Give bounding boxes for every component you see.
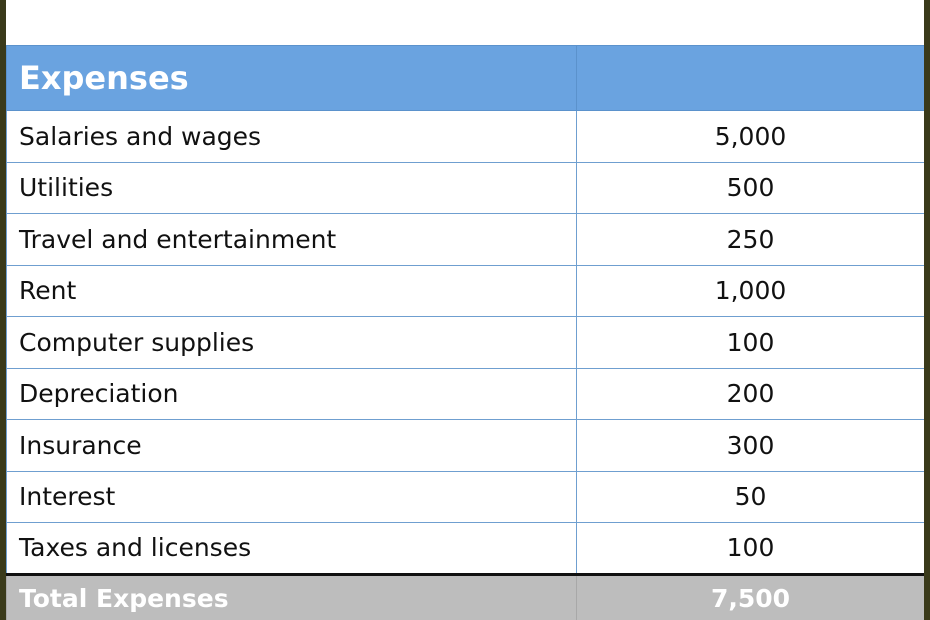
table-row: Depreciation 200 <box>6 367 924 420</box>
table-row: Taxes and licenses 100 <box>6 522 924 575</box>
header-row: Expenses <box>6 45 924 111</box>
table-row: Interest 50 <box>6 470 924 523</box>
table-row: Rent 1,000 <box>6 264 924 317</box>
expense-label-cell[interactable]: Salaries and wages <box>6 110 577 163</box>
expense-amount-cell[interactable]: 200 <box>576 367 924 420</box>
total-label-cell[interactable]: Total Expenses <box>6 572 577 620</box>
expense-label-cell[interactable]: Depreciation <box>6 367 577 420</box>
expense-label-cell[interactable]: Computer supplies <box>6 316 577 369</box>
expense-amount-cell[interactable]: 500 <box>576 161 924 214</box>
expense-amount-cell[interactable]: 300 <box>576 419 924 472</box>
table-row: Salaries and wages 5,000 <box>6 110 924 163</box>
header-value-cell[interactable] <box>576 45 924 111</box>
expense-amount-cell[interactable]: 100 <box>576 522 924 575</box>
table-row: Computer supplies 100 <box>6 316 924 369</box>
total-row: Total Expenses 7,500 <box>6 572 924 620</box>
expense-amount-cell[interactable]: 250 <box>576 213 924 266</box>
header-title-cell[interactable]: Expenses <box>6 45 577 111</box>
expense-label-cell[interactable]: Utilities <box>6 161 577 214</box>
expense-amount-cell[interactable]: 50 <box>576 470 924 523</box>
expense-label-cell[interactable]: Taxes and licenses <box>6 522 577 575</box>
expense-amount-cell[interactable]: 5,000 <box>576 110 924 163</box>
total-amount-cell[interactable]: 7,500 <box>576 572 924 620</box>
table-row: Utilities 500 <box>6 161 924 214</box>
expense-amount-cell[interactable]: 100 <box>576 316 924 369</box>
expense-label-cell[interactable]: Travel and entertainment <box>6 213 577 266</box>
table-row: Insurance 300 <box>6 419 924 472</box>
expense-label-cell[interactable]: Rent <box>6 264 577 317</box>
expenses-table: Expenses Salaries and wages 5,000 Utilit… <box>6 45 924 620</box>
expense-label-cell[interactable]: Insurance <box>6 419 577 472</box>
table-row: Travel and entertainment 250 <box>6 213 924 266</box>
expense-amount-cell[interactable]: 1,000 <box>576 264 924 317</box>
expense-label-cell[interactable]: Interest <box>6 470 577 523</box>
